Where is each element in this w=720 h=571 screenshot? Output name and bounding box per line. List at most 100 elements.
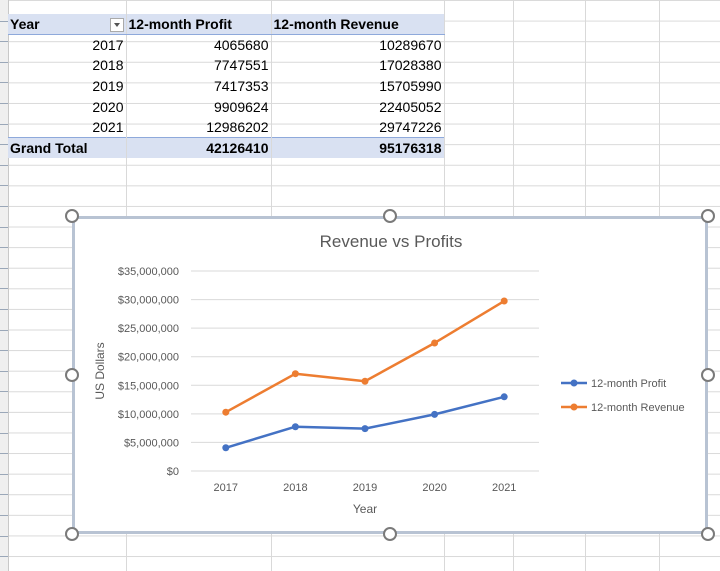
data-point[interactable] — [361, 425, 369, 433]
row-header-tick — [0, 227, 8, 228]
y-tick-label: $10,000,000 — [118, 409, 179, 421]
year-header-label: Year — [10, 16, 40, 33]
profit-cell[interactable]: 7417353 — [126, 75, 272, 97]
y-tick-label: $5,000,000 — [124, 437, 179, 449]
row-header-tick — [0, 371, 8, 372]
resize-handle-bottom[interactable] — [383, 527, 397, 541]
data-point[interactable] — [431, 410, 439, 418]
resize-handle-top-left[interactable] — [65, 209, 79, 223]
table-row: 2020 9909624 22405052 — [8, 96, 445, 117]
gridlines — [191, 270, 539, 472]
revenue-cell[interactable]: 10289670 — [271, 34, 445, 56]
y-tick-label: $30,000,000 — [118, 295, 179, 307]
x-tick-label: 2018 — [283, 482, 307, 494]
revenue-cell[interactable]: 22405052 — [271, 96, 445, 117]
data-point[interactable] — [500, 393, 508, 401]
legend-swatch-marker — [570, 403, 578, 411]
y-tick-label: $35,000,000 — [118, 266, 179, 278]
year-cell[interactable]: 2020 — [8, 96, 127, 117]
resize-handle-right[interactable] — [701, 368, 715, 382]
legend-label[interactable]: 12-month Profit — [591, 378, 666, 390]
year-cell[interactable]: 2017 — [8, 34, 127, 56]
data-point[interactable] — [291, 370, 299, 378]
x-tick-label: 2017 — [214, 482, 238, 494]
resize-handle-bottom-right[interactable] — [701, 527, 715, 541]
line-chart[interactable]: Revenue vs Profits US Dollars Year $0 $5,… — [72, 216, 708, 534]
table-row: 2018 7747551 17028380 — [8, 55, 445, 76]
y-tick-label: $20,000,000 — [118, 352, 179, 364]
resize-handle-top[interactable] — [383, 209, 397, 223]
row-header-tick — [0, 453, 8, 454]
y-tick-label: $25,000,000 — [118, 323, 179, 335]
row-header-tick — [0, 350, 8, 351]
row-header-tick — [0, 62, 8, 63]
data-point[interactable] — [222, 444, 230, 452]
row-header-tick — [0, 391, 8, 392]
data-point[interactable] — [222, 408, 230, 416]
row-header-tick — [0, 21, 8, 22]
filter-dropdown-icon[interactable] — [109, 18, 124, 33]
row-header-tick — [0, 433, 8, 434]
year-cell[interactable]: 2021 — [8, 116, 127, 138]
revenue-cell[interactable]: 15705990 — [271, 75, 445, 97]
data-point[interactable] — [431, 339, 439, 347]
row-header-tick — [0, 515, 8, 516]
row-header-tick — [0, 474, 8, 475]
legend-label[interactable]: 12-month Revenue — [591, 402, 685, 414]
y-tick-label: $0 — [167, 466, 179, 478]
row-header-strip[interactable] — [0, 0, 9, 571]
pivot-table: Year 12-month Profit 12-month Revenue 20… — [8, 14, 445, 159]
row-header-tick — [0, 494, 8, 495]
data-point[interactable] — [291, 423, 299, 431]
row-header-tick — [0, 82, 8, 83]
table-row: 2021 12986202 29747226 — [8, 116, 445, 138]
legend-swatch-marker — [570, 379, 578, 387]
y-axis-title[interactable]: US Dollars — [93, 342, 107, 399]
chart-title[interactable]: Revenue vs Profits — [320, 232, 463, 251]
revenue-cell[interactable]: 17028380 — [271, 55, 445, 76]
data-point[interactable] — [361, 377, 369, 385]
profit-cell[interactable]: 4065680 — [126, 34, 272, 56]
row-header-tick — [0, 330, 8, 331]
row-header-tick — [0, 412, 8, 413]
y-axis-ticks: $0 $5,000,000 $10,000,000 $15,000,000 $20,00… — [118, 266, 179, 478]
revenue-header-cell[interactable]: 12-month Revenue — [271, 14, 445, 36]
grand-total-label[interactable]: Grand Total — [8, 137, 127, 159]
data-point[interactable] — [500, 297, 508, 305]
profit-cell[interactable]: 12986202 — [126, 116, 272, 138]
plot-series[interactable] — [222, 297, 508, 452]
year-cell[interactable]: 2019 — [8, 75, 127, 97]
row-header-tick — [0, 41, 8, 42]
year-cell[interactable]: 2018 — [8, 55, 127, 76]
x-axis-ticks: 2017 2018 2019 2020 2021 — [214, 482, 517, 494]
row-header-tick — [0, 165, 8, 166]
row-header-tick — [0, 103, 8, 104]
resize-handle-top-right[interactable] — [701, 209, 715, 223]
row-header-tick — [0, 185, 8, 186]
profit-cell[interactable]: 9909624 — [126, 96, 272, 117]
x-tick-label: 2020 — [422, 482, 446, 494]
pivot-header-row: Year 12-month Profit 12-month Revenue — [8, 14, 445, 36]
legend[interactable]: 12-month Profit 12-month Revenue — [561, 378, 685, 414]
series-line[interactable] — [225, 395, 505, 449]
row-header-tick — [0, 309, 8, 310]
row-header-tick — [0, 124, 8, 125]
y-tick-label: $15,000,000 — [118, 380, 179, 392]
resize-handle-bottom-left[interactable] — [65, 527, 79, 541]
grand-total-row: Grand Total 42126410 95176318 — [8, 137, 445, 159]
resize-handle-left[interactable] — [65, 368, 79, 382]
row-header-tick — [0, 536, 8, 537]
table-row: 2019 7417353 15705990 — [8, 75, 445, 97]
profit-header-cell[interactable]: 12-month Profit — [126, 14, 272, 36]
profit-cell[interactable]: 7747551 — [126, 55, 272, 76]
row-header-tick — [0, 247, 8, 248]
grand-total-profit[interactable]: 42126410 — [126, 137, 272, 159]
x-axis-title[interactable]: Year — [353, 502, 377, 516]
revenue-cell[interactable]: 29747226 — [271, 116, 445, 138]
year-header-cell[interactable]: Year — [8, 14, 127, 36]
grand-total-revenue[interactable]: 95176318 — [271, 137, 445, 159]
chart-canvas: Revenue vs Profits US Dollars Year $0 $5,… — [93, 232, 685, 516]
x-tick-label: 2021 — [492, 482, 516, 494]
x-tick-label: 2019 — [353, 482, 377, 494]
row-header-tick — [0, 288, 8, 289]
